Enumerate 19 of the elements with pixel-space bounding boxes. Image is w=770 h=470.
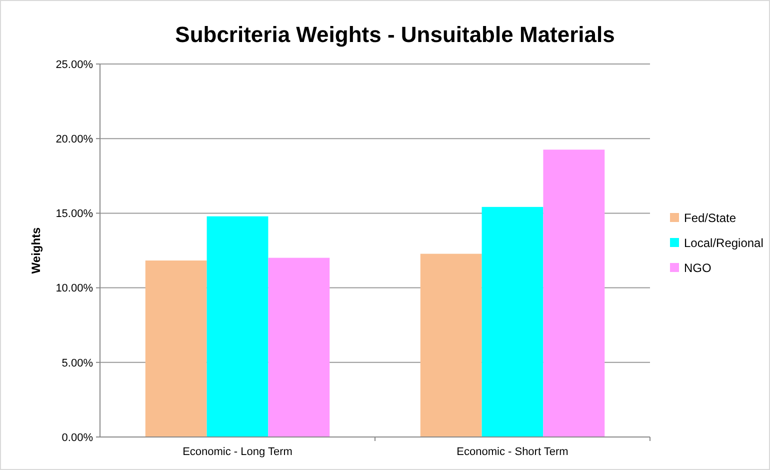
- y-axis-title: Weights: [29, 226, 43, 274]
- x-tick-label: Economic - Short Term: [456, 446, 568, 458]
- y-tick-label: 15.00%: [56, 208, 94, 220]
- y-tick-label: 20.00%: [56, 133, 94, 146]
- chart-title: Subcriteria Weights - Unsuitable Materials: [175, 22, 615, 47]
- bar: [145, 260, 207, 437]
- bar: [268, 258, 330, 437]
- legend-label: NGO: [684, 261, 712, 276]
- y-tick-label: 0.00%: [62, 432, 94, 444]
- y-tick-label: 25.00%: [56, 58, 94, 71]
- y-tick-label: 10.00%: [56, 282, 94, 295]
- bar: [420, 254, 482, 437]
- bar: [543, 150, 605, 437]
- bar: [482, 206, 544, 437]
- legend-label: Fed/State: [684, 211, 736, 226]
- bar: [206, 216, 268, 437]
- y-tick-label: 5.00%: [62, 357, 94, 370]
- x-tick-label: Economic - Long Term: [182, 446, 292, 458]
- legend-label: Local/Regional: [684, 236, 764, 250]
